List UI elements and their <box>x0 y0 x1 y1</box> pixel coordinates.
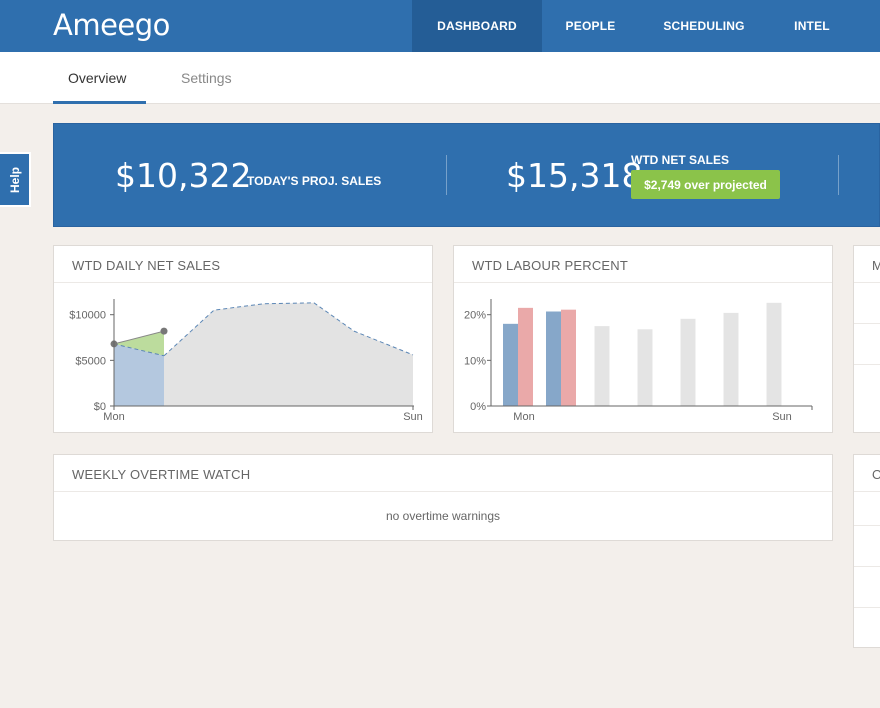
wtd-net-sales-label: WTD NET SALES <box>631 153 729 167</box>
partial-card-right-top: M <box>853 245 880 433</box>
row-divider <box>854 566 880 567</box>
top-navigation-bar: Ameego DASHBOARD PEOPLE SCHEDULING INTEL <box>0 0 880 52</box>
bar <box>561 309 576 406</box>
ameego-logo[interactable]: Ameego <box>53 8 170 42</box>
nav-intel[interactable]: INTEL <box>794 19 830 33</box>
labour-percent-chart: 20% 10% 0% Mon Sun <box>464 299 813 423</box>
card-title: WTD DAILY NET SALES <box>72 258 221 273</box>
y-tick-label: 10% <box>464 355 486 367</box>
card-title: O <box>872 467 880 482</box>
x-tick-label: Sun <box>403 411 423 423</box>
x-tick-label: Mon <box>513 411 534 423</box>
card-divider <box>54 491 832 492</box>
wtd-daily-net-sales-card: WTD DAILY NET SALES $10000 $5000 $0 Mon Sun <box>53 245 433 433</box>
partial-card-right-bottom: O <box>853 454 880 648</box>
x-tick-label: Mon <box>103 411 124 423</box>
card-title: M <box>872 258 880 273</box>
actual-sales-area <box>114 343 164 406</box>
y-tick-label: $10000 <box>69 310 106 322</box>
bar <box>594 326 610 406</box>
active-tab-indicator <box>53 101 146 104</box>
row-divider <box>854 525 880 526</box>
nav-scheduling[interactable]: SCHEDULING <box>663 19 745 33</box>
over-projected-badge: $2,749 over projected <box>631 170 780 199</box>
bar <box>723 312 739 406</box>
projected-sales-area <box>164 302 413 406</box>
y-tick-label: 20% <box>464 310 486 322</box>
card-divider <box>454 282 832 283</box>
bar <box>503 323 518 406</box>
y-tick-label: 0% <box>470 401 486 413</box>
tab-overview[interactable]: Overview <box>68 70 127 86</box>
card-title: WTD LABOUR PERCENT <box>472 258 629 273</box>
nav-dashboard[interactable]: DASHBOARD <box>412 0 542 52</box>
banner-divider <box>838 155 839 195</box>
projected-sales-line <box>163 302 414 357</box>
data-point <box>160 327 168 335</box>
wtd-labour-percent-card: WTD LABOUR PERCENT 20% 10% 0% Mon Sun <box>453 245 833 433</box>
tab-settings[interactable]: Settings <box>181 70 232 86</box>
bar <box>680 318 696 406</box>
todays-projected-sales-value: $10,322 <box>115 156 252 195</box>
todays-projected-sales-label: TODAY'S PROJ. SALES <box>247 174 382 188</box>
card-divider <box>854 282 880 283</box>
wtd-net-sales-value: $15,318 <box>506 156 643 195</box>
sales-summary-banner: $10,322 TODAY'S PROJ. SALES $15,318 WTD … <box>53 123 880 227</box>
y-tick-label: $0 <box>94 401 106 413</box>
card-divider <box>54 282 432 283</box>
card-title: WEEKLY OVERTIME WATCH <box>72 467 251 482</box>
sub-navigation: Overview Settings <box>0 52 880 104</box>
actual-sales-line <box>113 343 165 357</box>
over-projection-area <box>114 331 164 356</box>
weekly-overtime-watch-card: WEEKLY OVERTIME WATCH no overtime warnin… <box>53 454 833 541</box>
bar <box>518 307 533 406</box>
y-tick-label: $5000 <box>75 355 106 367</box>
card-divider <box>854 491 880 492</box>
banner-divider <box>446 155 447 195</box>
bar <box>637 329 653 406</box>
row-divider <box>854 364 880 365</box>
row-divider <box>854 607 880 608</box>
bar <box>546 311 561 406</box>
no-overtime-message: no overtime warnings <box>385 509 501 523</box>
projected-actual-line <box>113 330 165 345</box>
bar <box>766 302 782 406</box>
help-label: Help <box>7 166 22 193</box>
help-button[interactable]: Help <box>0 152 31 207</box>
row-divider <box>854 323 880 324</box>
x-tick-label: Sun <box>772 411 792 423</box>
nav-people[interactable]: PEOPLE <box>565 19 616 33</box>
